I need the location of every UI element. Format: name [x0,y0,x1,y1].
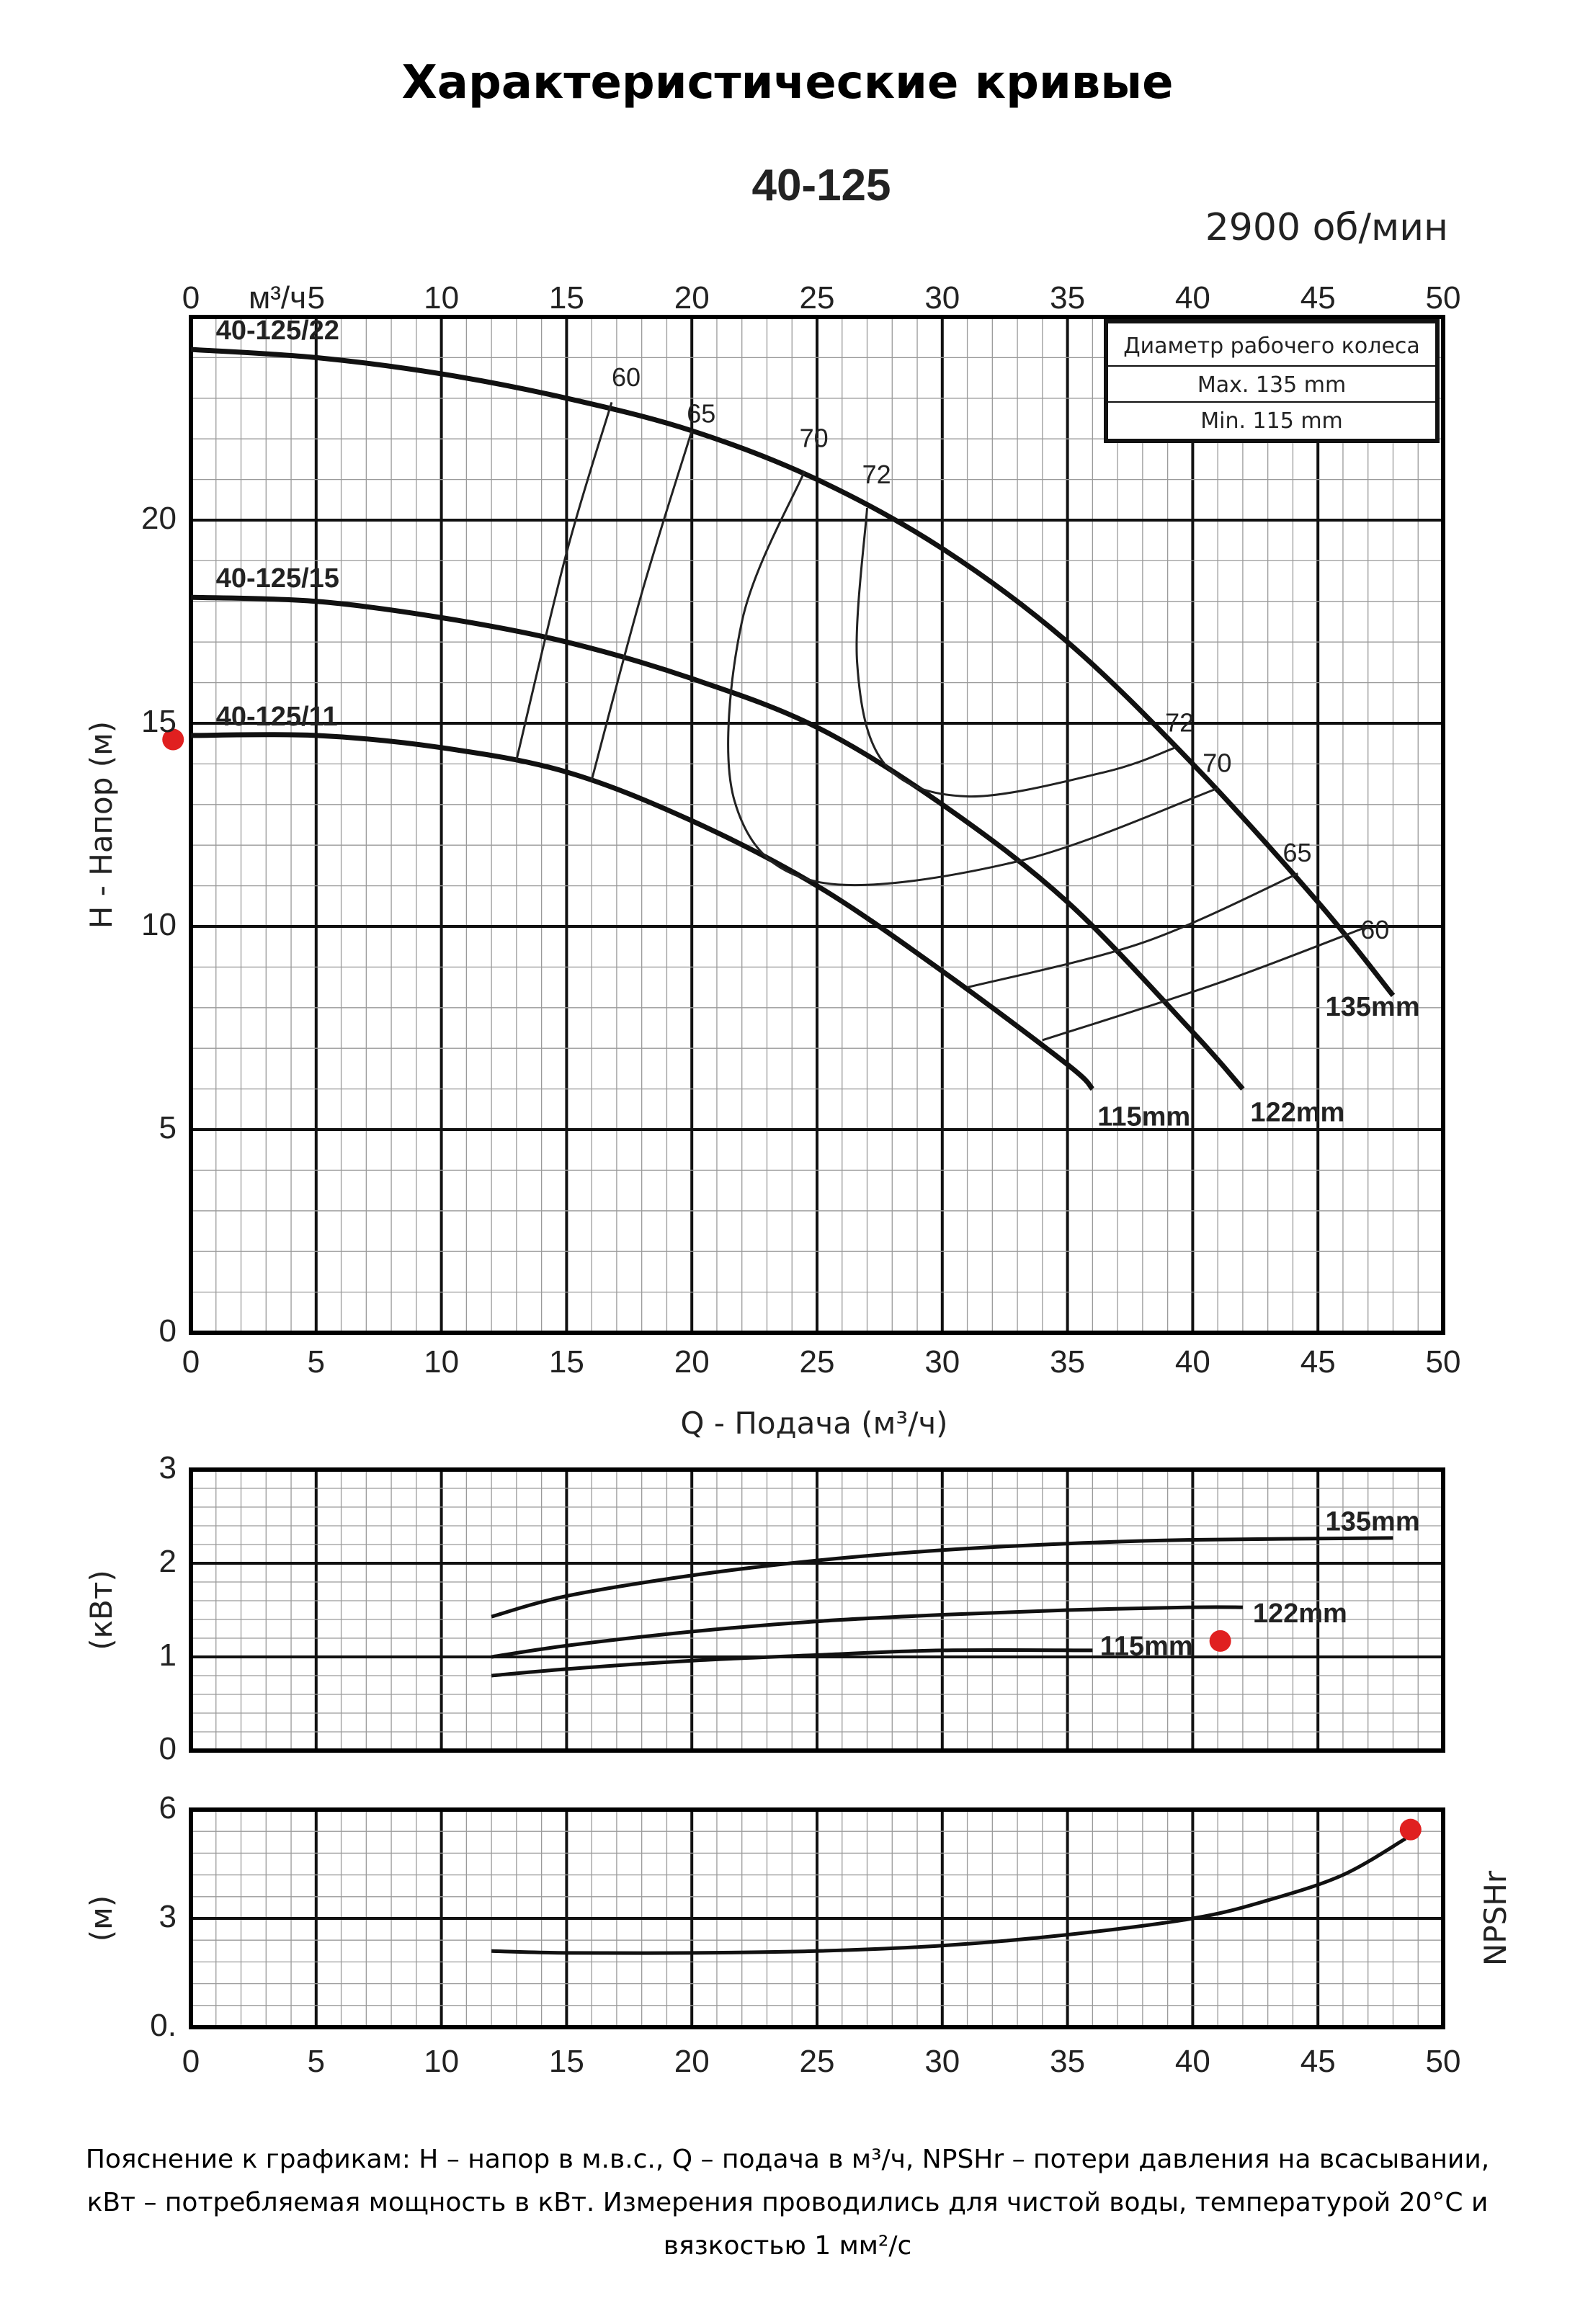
curve-model-label: 40-125/22 [216,316,339,346]
impeller-box-title: Диаметр рабочего колеса [1123,334,1420,359]
panel-frame [189,315,1445,1335]
efficiency-label-72: 72 [1165,707,1194,737]
efficiency-label-60: 60 [612,362,641,392]
y-tick-label: 0 [159,1313,177,1349]
x-tick-label-top: 25 [800,280,835,316]
x-tick-label-bottom: 10 [424,2044,459,2079]
x-tick-label-top: 10 [424,280,459,316]
y-tick-label: 0. [150,2008,177,2043]
y-tick-label: 0 [159,1731,177,1766]
npsh-label: NPSHr [1478,1870,1513,1966]
y-axis-label: (кВт) [84,1570,119,1650]
curve-model-label: 40-125/11 [216,702,338,732]
power-curve-label: 122mm [1253,1599,1347,1629]
y-tick-label: 20 [141,501,177,536]
npsh-curve [491,1837,1407,1955]
efficiency-line-65 [590,430,693,781]
chart-notes: Пояснение к графикам: H – напор в м.в.с.… [85,2145,1490,2261]
text-layer: 0055101015152020252530303535404045455050… [84,280,1513,2079]
efficiency-line-60 [1042,925,1369,1042]
y-tick-label: 5 [159,1110,177,1145]
x-tick-label-bottom: 50 [1426,1344,1461,1380]
y-tick-label: 1 [159,1637,177,1673]
hq-curve-135mm [190,347,1396,998]
chart-speed: 2900 об/мин [1205,206,1448,249]
y-axis-label: H - Напор (м) [84,721,119,929]
x-axis-label: Q - Подача (м³/ч) [680,1405,947,1441]
y-tick-label: 6 [159,1790,177,1825]
operating-point-marker [162,728,184,751]
x-tick-label-bottom: 5 [308,2044,325,2079]
x-tick-label-bottom: 15 [549,2044,584,2079]
impeller-box [1104,319,1440,443]
y-axis-label: (м) [84,1895,119,1941]
y-tick-label: 3 [159,1450,177,1485]
x-tick-label-bottom: 20 [674,1344,710,1380]
x-tick-label-bottom: 20 [674,2044,710,2079]
panel-frame [189,1807,1445,2029]
efficiency-line-60 [515,402,613,761]
panel-frame [189,1467,1445,1753]
x-tick-label-bottom: 15 [549,1344,584,1380]
npsh-marker [1399,1818,1422,1841]
x-tick-label-bottom: 50 [1426,2044,1461,2079]
x-tick-label-bottom: 25 [800,2044,835,2079]
curve-size-label: 135mm [1326,992,1420,1022]
efficiency-label-72: 72 [862,460,891,489]
x-tick-label-bottom: 45 [1300,2044,1336,2079]
power-marker [1209,1630,1231,1652]
power-curve-122mm [491,1605,1243,1659]
impeller-box-max: Max. 135 mm [1197,372,1346,398]
x-tick-label-bottom: 35 [1050,1344,1085,1380]
grid-layer [189,315,1445,2029]
curve-size-label: 115mm [1097,1101,1190,1132]
x-tick-label-bottom: 40 [1175,1344,1210,1380]
x-tick-label-top: 45 [1300,280,1336,316]
power-curve-label: 115mm [1100,1631,1193,1661]
x-tick-label-bottom: 5 [308,1344,325,1380]
efficiency-label-60: 60 [1360,915,1389,944]
x-tick-label-bottom: 40 [1175,2044,1210,2079]
x-top-unit-label: м³/ч [249,280,306,316]
x-tick-label-bottom: 0 [182,2044,200,2079]
curve-model-label: 40-125/15 [216,563,339,594]
curve-size-label: 122mm [1250,1098,1344,1128]
x-tick-label-top: 5 [308,280,325,316]
x-tick-label-bottom: 35 [1050,2044,1085,2079]
x-tick-label-bottom: 45 [1300,1344,1336,1380]
x-tick-label-top: 40 [1175,280,1210,316]
x-tick-label-top: 20 [674,280,710,316]
x-tick-label-top: 35 [1050,280,1085,316]
y-tick-label: 3 [159,1899,177,1934]
x-tick-label-top: 50 [1426,280,1461,316]
efficiency-label-65: 65 [687,399,715,429]
x-tick-label-bottom: 10 [424,1344,459,1380]
mark-layer [162,319,1440,1955]
x-tick-label-bottom: 30 [924,2044,960,2079]
power-curve-115mm [491,1648,1093,1678]
chart-title: 40-125 [751,161,891,210]
efficiency-line-72 [855,507,1176,798]
efficiency-line-70 [727,470,1218,887]
x-tick-label-top: 30 [924,280,960,316]
efficiency-label-65: 65 [1283,838,1312,867]
efficiency-label-70: 70 [1203,748,1231,778]
x-tick-label-top: 15 [549,280,584,316]
page-title: Характеристические кривые [401,56,1174,110]
x-tick-label-top: 0 [182,280,200,316]
efficiency-label-70: 70 [800,423,829,452]
efficiency-line-65 [967,872,1298,989]
y-tick-label: 15 [141,704,177,739]
x-tick-label-bottom: 30 [924,1344,960,1380]
x-tick-label-bottom: 0 [182,1344,200,1380]
x-tick-label-bottom: 25 [800,1344,835,1380]
power-curve-label: 135mm [1326,1507,1420,1537]
y-tick-label: 10 [141,907,177,942]
hq-curve-115mm [190,732,1094,1091]
power-curve-135mm [491,1536,1393,1619]
y-tick-label: 2 [159,1544,177,1579]
impeller-box-min: Min. 115 mm [1200,408,1343,434]
